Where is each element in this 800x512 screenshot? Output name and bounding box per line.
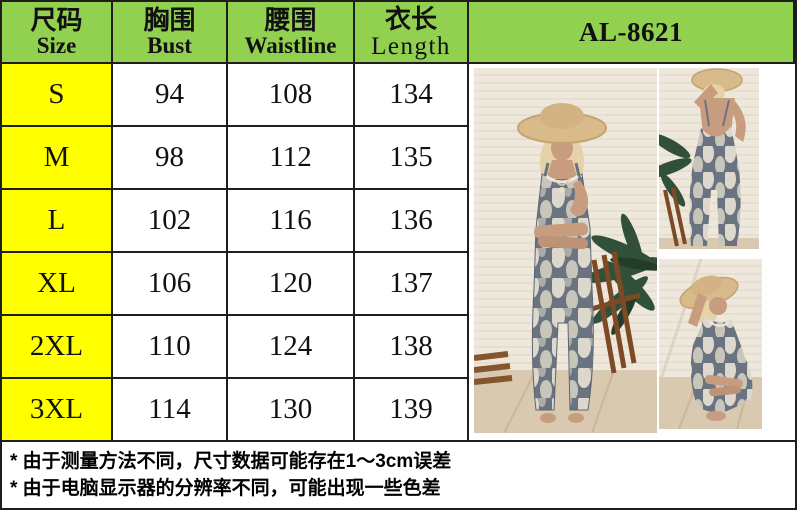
note-measurement-tolerance: * 由于测量方法不同，尺寸数据可能存在1～3cm误差 [10,450,452,472]
size-cell: 2XL [2,316,113,379]
length-cell: 136 [355,190,469,253]
product-photo-sitting-view [659,259,762,429]
waistline-cell: 130 [228,379,355,442]
header-size-zh: 尺码 [30,5,83,36]
size-cell: XL [2,253,113,316]
waistline-cell: 108 [228,64,355,127]
header-bust-zh: 胸围 [143,5,196,36]
bust-cell: 106 [113,253,228,316]
product-photo-area [469,64,795,442]
waistline-cell: 112 [228,127,355,190]
waistline-cell: 120 [228,253,355,316]
header-cell-bust: 胸围 Bust [113,2,228,64]
bust-cell: 110 [113,316,228,379]
header-cell-length: 衣长 Length [355,2,469,64]
length-cell: 138 [355,316,469,379]
waistline-cell: 116 [228,190,355,253]
length-cell: 134 [355,64,469,127]
size-cell: S [2,64,113,127]
header-cell-size: 尺码 Size [2,2,113,64]
bust-cell: 94 [113,64,228,127]
note-color-difference: * 由于电脑显示器的分辨率不同，可能出现一些色差 [10,477,441,499]
length-cell: 135 [355,127,469,190]
size-cell: 3XL [2,379,113,442]
size-cell: M [2,127,113,190]
product-photo-front-view [474,68,657,433]
header-waistline-zh: 腰围 [264,5,317,36]
disclaimer-notes: * 由于测量方法不同，尺寸数据可能存在1～3cm误差 * 由于电脑显示器的分辨率… [2,442,795,508]
product-photo-back-view [659,68,759,249]
length-cell: 139 [355,379,469,442]
bust-cell: 102 [113,190,228,253]
bust-cell: 114 [113,379,228,442]
header-bust-en: Bust [147,33,192,59]
header-cell-waistline: 腰围 Waistline [228,2,355,64]
length-cell: 137 [355,253,469,316]
header-size-en: Size [36,33,77,59]
product-code-cell: AL-8621 [469,2,795,64]
size-cell: L [2,190,113,253]
header-length-en: Length [371,33,451,61]
bust-cell: 98 [113,127,228,190]
header-waistline-en: Waistline [244,33,337,59]
header-length-zh: 衣长 [384,3,437,34]
waistline-cell: 124 [228,316,355,379]
